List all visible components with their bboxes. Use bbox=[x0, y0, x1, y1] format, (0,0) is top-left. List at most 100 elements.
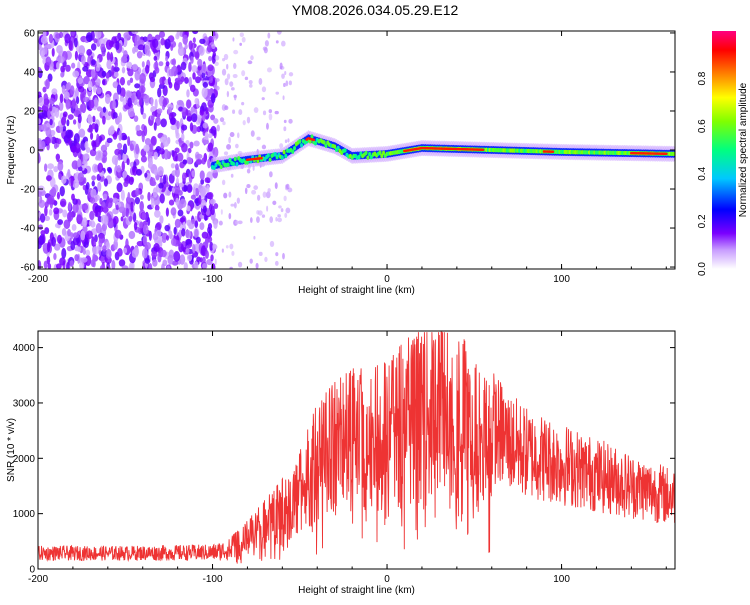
noise-speck bbox=[150, 135, 157, 146]
noise-speck bbox=[194, 261, 199, 269]
noise-speck bbox=[199, 38, 206, 45]
noise-speck bbox=[80, 257, 88, 263]
noise-speck bbox=[126, 91, 133, 98]
noise-speck bbox=[185, 229, 192, 239]
noise-speck bbox=[38, 124, 43, 131]
noise-speck bbox=[250, 217, 253, 223]
ridge-mid bbox=[219, 164, 223, 170]
noise-speck bbox=[282, 252, 285, 260]
noise-speck bbox=[225, 245, 229, 249]
noise-speck bbox=[173, 226, 177, 235]
noise-speck bbox=[226, 90, 230, 98]
noise-speck bbox=[253, 235, 256, 240]
noise-speck bbox=[95, 208, 101, 218]
noise-speck bbox=[56, 153, 60, 163]
noise-speck bbox=[256, 136, 261, 141]
noise-speck bbox=[126, 61, 133, 69]
noise-speck bbox=[155, 229, 162, 237]
noise-speck bbox=[276, 31, 282, 35]
noise-speck bbox=[82, 184, 87, 191]
noise-speck bbox=[112, 208, 118, 215]
noise-speck bbox=[115, 204, 119, 210]
noise-speck bbox=[279, 62, 283, 70]
noise-speck bbox=[77, 158, 82, 168]
spectrogram-xtick-label: 0 bbox=[384, 274, 390, 285]
noise-speck bbox=[120, 189, 125, 201]
noise-speck bbox=[93, 97, 99, 107]
noise-speck bbox=[56, 191, 61, 200]
noise-speck bbox=[106, 51, 111, 62]
noise-speck bbox=[87, 127, 94, 133]
noise-speck bbox=[192, 72, 196, 80]
noise-speck bbox=[81, 217, 88, 227]
noise-speck bbox=[79, 261, 85, 269]
noise-speck bbox=[103, 205, 108, 214]
noise-speck bbox=[173, 184, 181, 195]
noise-speck bbox=[168, 173, 175, 184]
noise-speck bbox=[221, 179, 226, 186]
noise-speck bbox=[122, 134, 128, 141]
noise-speck bbox=[162, 174, 167, 185]
noise-speck bbox=[202, 205, 207, 213]
noise-speck bbox=[119, 76, 126, 86]
noise-speck bbox=[167, 76, 171, 86]
noise-speck bbox=[131, 248, 139, 258]
noise-speck bbox=[65, 64, 71, 72]
noise-speck bbox=[188, 61, 192, 73]
noise-speck bbox=[201, 102, 207, 112]
noise-speck bbox=[191, 218, 196, 224]
noise-speck bbox=[49, 103, 53, 112]
noise-speck bbox=[60, 65, 66, 73]
snr-ytick-label: 2000 bbox=[13, 454, 36, 465]
noise-speck bbox=[47, 163, 54, 170]
noise-speck bbox=[59, 186, 65, 197]
noise-speck bbox=[186, 219, 192, 226]
noise-speck bbox=[88, 99, 95, 109]
noise-speck bbox=[282, 95, 285, 100]
noise-speck bbox=[207, 142, 214, 152]
noise-speck bbox=[66, 119, 70, 127]
noise-speck bbox=[218, 220, 223, 226]
noise-speck bbox=[71, 160, 79, 170]
ridge-mid bbox=[300, 143, 304, 148]
noise-speck bbox=[213, 118, 219, 124]
noise-speck bbox=[268, 113, 273, 121]
noise-speck bbox=[112, 216, 119, 225]
spectrogram-ytick-label: -40 bbox=[21, 224, 36, 235]
noise-speck bbox=[61, 175, 67, 184]
noise-speck bbox=[142, 112, 147, 120]
noise-speck bbox=[148, 157, 153, 168]
noise-speck bbox=[242, 120, 246, 126]
noise-speck bbox=[197, 58, 203, 67]
ridge-core bbox=[312, 138, 316, 142]
snr-plot-area bbox=[38, 331, 675, 564]
noise-speck bbox=[136, 50, 143, 59]
noise-speck bbox=[151, 38, 159, 49]
noise-speck bbox=[142, 36, 148, 43]
noise-speck bbox=[59, 257, 66, 266]
noise-speck bbox=[188, 40, 193, 51]
noise-speck bbox=[40, 35, 48, 44]
noise-speck bbox=[221, 248, 224, 253]
noise-speck bbox=[189, 84, 196, 93]
noise-speck bbox=[69, 260, 74, 267]
noise-speck bbox=[224, 78, 229, 86]
noise-speck bbox=[54, 243, 61, 251]
noise-speck bbox=[38, 118, 41, 125]
noise-speck bbox=[145, 64, 150, 74]
noise-speck bbox=[144, 44, 150, 56]
noise-speck bbox=[144, 258, 151, 264]
noise-speck bbox=[82, 96, 90, 103]
snr-ylabel: SNR (10 * v/v) bbox=[6, 418, 17, 482]
noise-speck bbox=[237, 261, 243, 268]
ridge-mid bbox=[357, 154, 361, 160]
noise-speck bbox=[139, 72, 146, 84]
ridge-core bbox=[664, 152, 668, 156]
noise-speck bbox=[226, 73, 231, 80]
noise-speck bbox=[68, 40, 73, 51]
spectrogram-ytick-label: -60 bbox=[21, 263, 36, 274]
noise-speck bbox=[139, 201, 144, 212]
noise-speck bbox=[91, 175, 96, 181]
noise-speck bbox=[182, 220, 186, 231]
noise-speck bbox=[210, 93, 216, 104]
